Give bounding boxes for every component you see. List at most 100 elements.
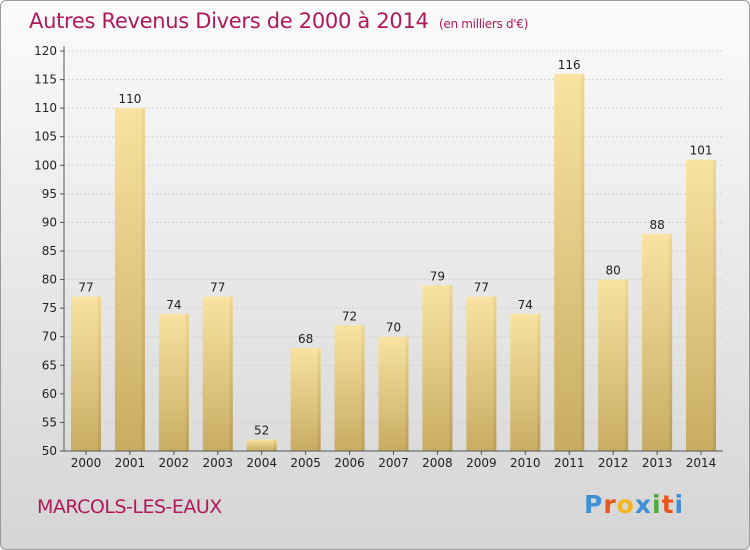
bar-shade (581, 73, 585, 451)
bar-shade (669, 233, 673, 451)
chart-title: Autres Revenus Divers de 2000 à 2014 (en… (29, 9, 529, 33)
chart-title-unit: (en milliers d'€) (439, 17, 529, 31)
y-tick-label: 65 (42, 358, 57, 372)
data-label: 116 (558, 58, 581, 72)
bar (202, 296, 233, 451)
bar-shade (493, 296, 497, 451)
data-label: 68 (298, 332, 313, 346)
bar-group (202, 296, 233, 451)
bar (114, 108, 145, 452)
x-tick-label: 2005 (290, 456, 321, 470)
y-tick-label: 120 (34, 44, 57, 58)
x-tick-label: 2008 (422, 456, 453, 470)
bar-group (114, 108, 145, 452)
x-tick-label: 2001 (115, 456, 146, 470)
x-tick-label: 2004 (246, 456, 277, 470)
bar-shade (273, 439, 277, 451)
bar-group (246, 439, 277, 451)
bar-shade (449, 285, 453, 451)
x-tick-label: 2000 (71, 456, 102, 470)
bar-shade (185, 313, 189, 451)
bar (378, 336, 409, 451)
bar (246, 439, 277, 451)
y-tick-label: 110 (34, 101, 57, 115)
bar-group (554, 73, 585, 451)
bar-group (158, 313, 189, 451)
bar-shade (537, 313, 541, 451)
bar-group (422, 285, 453, 451)
bar (158, 313, 189, 451)
bar-group (510, 313, 541, 451)
logo-letter: o (616, 490, 635, 519)
bar-group (466, 296, 497, 451)
data-label: 52 (254, 424, 269, 438)
logo-letter: r (603, 490, 617, 519)
bar-group (334, 325, 365, 451)
y-tick-label: 100 (34, 158, 57, 172)
data-label: 77 (78, 281, 93, 295)
logo-letter: x (634, 490, 652, 519)
logo-letter: P (584, 490, 604, 519)
bar-shade (713, 159, 717, 452)
data-label: 79 (430, 269, 445, 283)
y-tick-label: 60 (42, 387, 57, 401)
data-label: 101 (690, 144, 713, 158)
x-tick-label: 2014 (686, 456, 717, 470)
x-tick-label: 2002 (159, 456, 190, 470)
x-tick-label: 2011 (554, 456, 585, 470)
y-tick-label: 90 (42, 215, 57, 229)
y-tick-label: 80 (42, 273, 57, 287)
y-tick-label: 55 (42, 415, 57, 429)
data-label: 110 (118, 92, 141, 106)
bar (554, 73, 585, 451)
bar (598, 279, 629, 451)
data-label: 74 (518, 298, 533, 312)
x-tick-label: 2006 (334, 456, 365, 470)
bar-group (290, 348, 321, 451)
bar-group (70, 296, 101, 451)
x-tick-label: 2010 (510, 456, 541, 470)
bar (510, 313, 541, 451)
data-label: 77 (210, 281, 225, 295)
y-tick-label: 70 (42, 330, 57, 344)
data-label: 80 (606, 264, 621, 278)
bar-shade (229, 296, 233, 451)
data-label: 74 (166, 298, 181, 312)
bar (334, 325, 365, 451)
bar (686, 159, 717, 452)
bar-shade (141, 108, 145, 452)
x-tick-label: 2009 (466, 456, 497, 470)
data-label: 72 (342, 309, 357, 323)
bar-shade (97, 296, 101, 451)
logo-letter: i (652, 490, 662, 519)
bar-shade (405, 336, 409, 451)
x-tick-label: 2007 (378, 456, 409, 470)
logo-letter: i (674, 490, 685, 519)
y-tick-label: 75 (42, 301, 57, 315)
bar-shade (361, 325, 365, 451)
x-tick-label: 2012 (598, 456, 629, 470)
y-tick-label: 95 (42, 187, 57, 201)
bar (466, 296, 497, 451)
bar-shade (317, 348, 321, 451)
y-tick-label: 50 (42, 444, 57, 458)
bar-group (378, 336, 409, 451)
x-tick-label: 2003 (202, 456, 233, 470)
bar (290, 348, 321, 451)
y-tick-label: 105 (34, 130, 57, 144)
town-name: MARCOLS-LES-EAUX (37, 496, 222, 518)
y-tick-label: 115 (34, 73, 57, 87)
proxiti-logo: Proxiti (584, 490, 684, 519)
bar-group (598, 279, 629, 451)
data-label: 88 (649, 218, 664, 232)
bar-group (686, 159, 717, 452)
bar (422, 285, 453, 451)
y-tick-label: 85 (42, 244, 57, 258)
bar-group (642, 233, 673, 451)
bar (642, 233, 673, 451)
bar (70, 296, 101, 451)
data-label: 70 (386, 321, 401, 335)
bar-shade (625, 279, 629, 451)
